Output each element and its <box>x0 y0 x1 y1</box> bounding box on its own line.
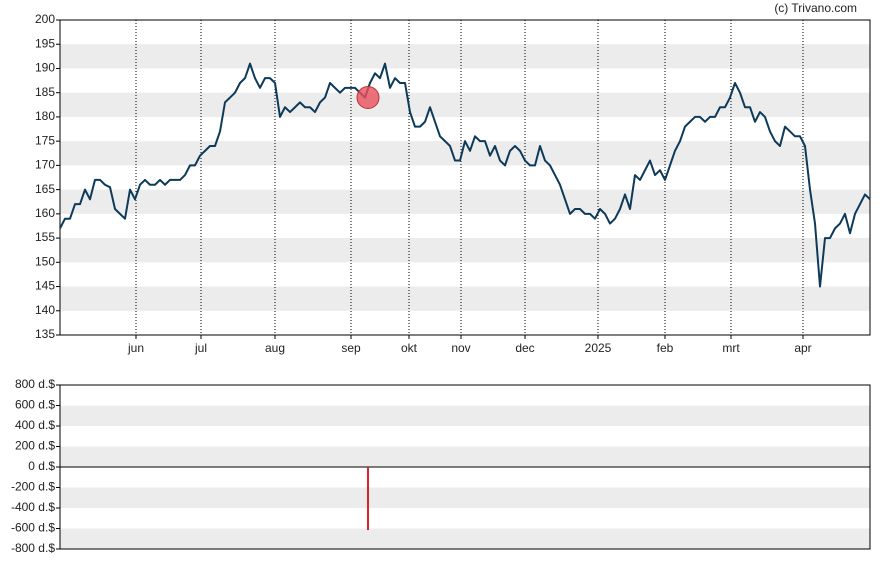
x-tick-label: jul <box>194 341 207 355</box>
y-tick-label: 190 <box>35 61 55 75</box>
y-tick-label: 170 <box>35 158 55 172</box>
y-tick-label: 145 <box>35 279 55 293</box>
y-tick-label: -200 d.$ <box>11 480 55 494</box>
y-tick-label: 600 d.$ <box>15 398 55 412</box>
y-tick-label: 160 <box>35 206 55 220</box>
y-tick-label: 140 <box>35 303 55 317</box>
x-tick-label: feb <box>657 341 674 355</box>
price-line <box>59 62 871 288</box>
x-tick-label: 2025 <box>585 341 612 355</box>
y-tick-label: 165 <box>35 182 55 196</box>
y-tick-label: -800 d.$ <box>11 541 55 555</box>
y-tick-label: 0 d.$ <box>28 459 55 473</box>
x-tick-label: dec <box>515 341 534 355</box>
grid-band <box>60 92 870 117</box>
y-tick-label: -600 d.$ <box>11 521 55 535</box>
grid-band <box>60 446 870 467</box>
x-tick-label: aug <box>265 341 285 355</box>
y-tick-label: 135 <box>35 327 55 341</box>
bar <box>367 467 369 531</box>
x-tick-label: jun <box>127 341 144 355</box>
y-tick-label: 175 <box>35 133 55 147</box>
grid-band <box>60 405 870 426</box>
y-tick-label: 150 <box>35 254 55 268</box>
y-tick-label: 200 <box>35 12 55 26</box>
trade-marker <box>356 86 380 110</box>
grid-band <box>60 44 870 69</box>
grid-band <box>60 238 870 263</box>
x-tick-label: mrt <box>722 341 740 355</box>
y-tick-label: -400 d.$ <box>11 500 55 514</box>
x-tick-label: sep <box>341 341 361 355</box>
grid-band <box>60 189 870 214</box>
x-tick-label: apr <box>794 341 811 355</box>
y-tick-label: 200 d.$ <box>15 439 55 453</box>
grid-band <box>60 141 870 166</box>
plot-frame <box>59 19 871 336</box>
x-tick-label: nov <box>451 341 470 355</box>
y-tick-label: 195 <box>35 36 55 50</box>
y-tick-label: 180 <box>35 109 55 123</box>
source: (c) Trivano.com <box>774 1 857 15</box>
y-tick-label: 155 <box>35 230 55 244</box>
y-tick-label: 800 d.$ <box>15 377 55 391</box>
x-tick-label: okt <box>401 341 418 355</box>
grid-band <box>60 487 870 508</box>
grid-band <box>60 286 870 311</box>
y-tick-label: 400 d.$ <box>15 418 55 432</box>
y-tick-label: 185 <box>35 85 55 99</box>
grid-band <box>60 528 870 549</box>
